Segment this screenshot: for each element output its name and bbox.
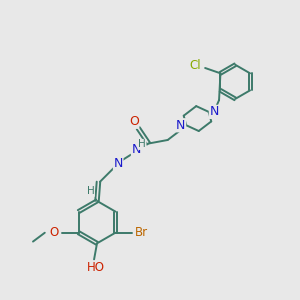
Text: O: O xyxy=(129,115,139,128)
Text: N: N xyxy=(209,105,219,119)
Text: HO: HO xyxy=(86,261,104,274)
Text: H: H xyxy=(138,140,146,149)
Text: N: N xyxy=(176,119,186,132)
Text: H: H xyxy=(87,186,94,196)
Text: Br: Br xyxy=(135,226,148,239)
Text: N: N xyxy=(113,157,123,170)
Text: Cl: Cl xyxy=(190,58,201,72)
Text: N: N xyxy=(131,143,141,156)
Text: O: O xyxy=(49,226,58,239)
